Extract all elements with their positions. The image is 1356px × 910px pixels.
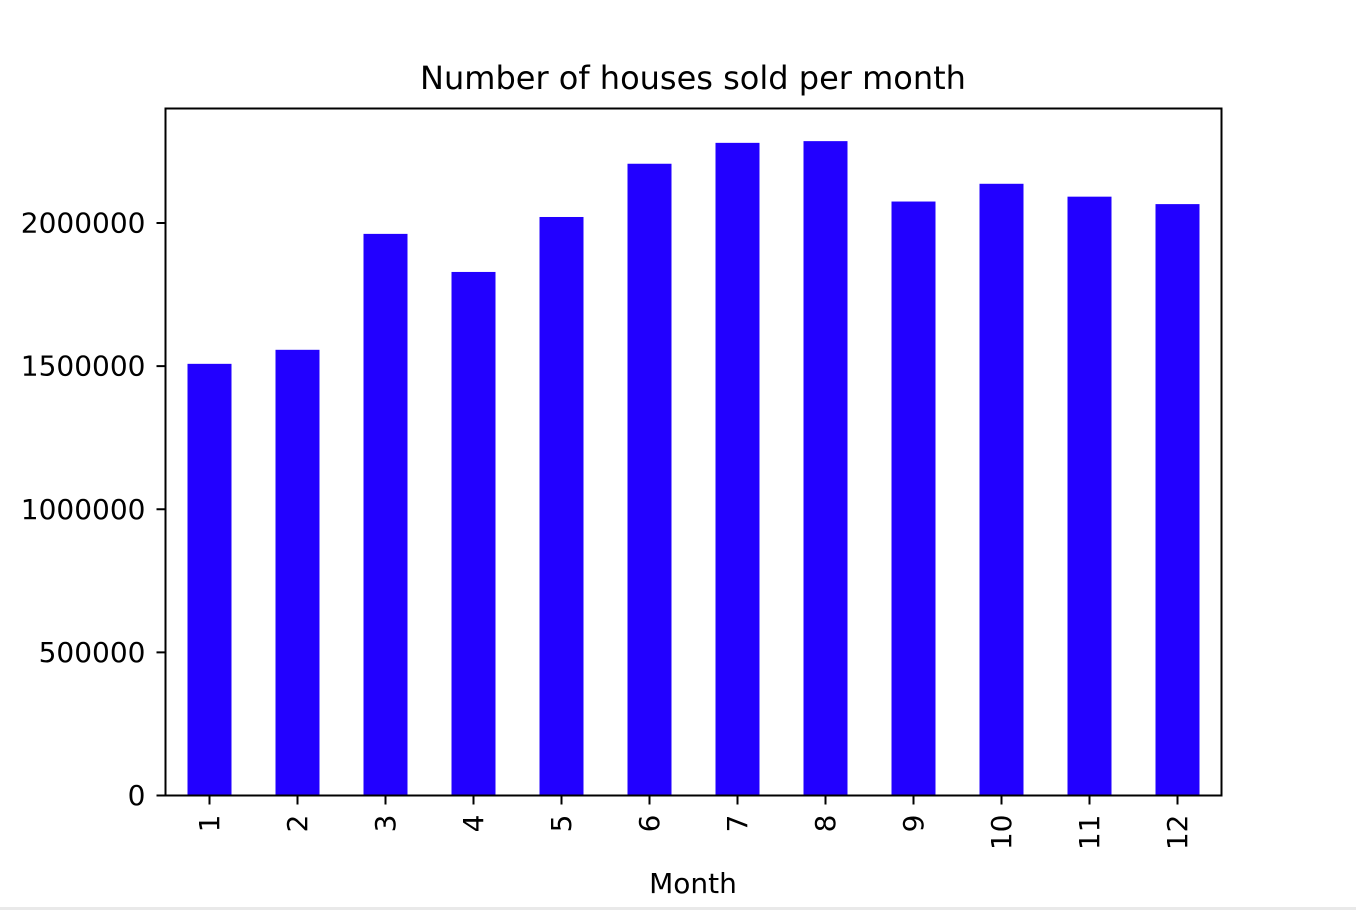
bar-month-3: [363, 233, 408, 796]
x-tick-label: 3: [369, 815, 402, 833]
x-tick-label: 1: [193, 815, 226, 833]
x-tick-label: 11: [1073, 815, 1106, 851]
x-tick-label: 5: [545, 815, 578, 833]
x-tick-label: 6: [633, 815, 666, 833]
x-axis-label: Month: [649, 867, 737, 900]
bar-month-6: [627, 163, 672, 796]
bar-month-8: [803, 141, 848, 796]
bar-month-2: [275, 349, 320, 796]
y-tick-label: 1500000: [21, 350, 146, 383]
x-tick-label: 12: [1161, 815, 1194, 851]
y-tick-label: 0: [128, 779, 146, 812]
axes-frame: [164, 107, 1223, 797]
x-tick-label: 4: [457, 815, 490, 833]
bar-month-10: [979, 183, 1024, 796]
bar-month-11: [1067, 196, 1112, 796]
x-axis-ticks: 1 2 3 4 5 6 7 8 9 10 11 12: [193, 795, 1194, 851]
bar-month-9: [891, 201, 936, 796]
x-tick-label: 10: [985, 815, 1018, 851]
bottom-divider: [0, 907, 1356, 910]
y-tick-label: 2000000: [21, 207, 146, 240]
x-tick-label: 7: [721, 815, 754, 833]
chart-title: Number of houses sold per month: [420, 59, 966, 97]
y-tick-label: 500000: [39, 636, 146, 669]
bar-month-12: [1155, 204, 1200, 796]
x-tick-label: 8: [809, 815, 842, 833]
x-tick-label: 2: [281, 815, 314, 833]
bar-month-1: [187, 363, 232, 796]
bar-month-7: [715, 142, 760, 796]
bar-month-5: [539, 216, 584, 796]
y-tick-label: 1000000: [21, 493, 146, 526]
bar-month-4: [451, 271, 496, 796]
y-axis-ticks: 0 500000 1000000 1500000 2000000: [21, 207, 166, 812]
bars: [187, 141, 1200, 796]
x-tick-label: 9: [897, 815, 930, 833]
